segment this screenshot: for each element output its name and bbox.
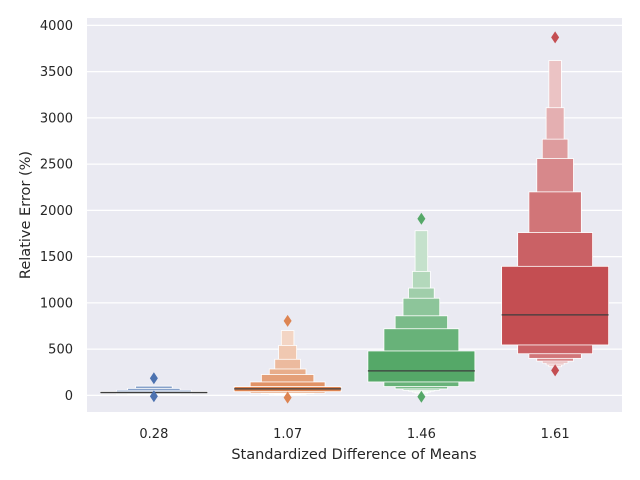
boxen-group [99, 372, 208, 403]
outlier-point [551, 31, 560, 44]
outlier-point [283, 391, 292, 404]
boxen-groups [99, 31, 610, 404]
y-tick-label: 3500 [40, 65, 73, 80]
y-tick-label: 2500 [40, 158, 73, 173]
grid-lines [87, 24, 622, 396]
x-tick-labels: 0.28 1.07 1.46 1.61 [139, 427, 569, 442]
x-tick-label: 1.46 [407, 427, 436, 442]
x-tick-label: 0.28 [139, 427, 168, 442]
outlier-point [417, 390, 426, 403]
outlier-point [417, 212, 426, 225]
y-tick-label: 0 [65, 389, 73, 404]
y-tick-label: 1500 [40, 250, 73, 265]
y-tick-label: 4000 [40, 19, 73, 34]
y-tick-label: 1000 [40, 296, 73, 311]
y-tick-label: 500 [48, 343, 73, 358]
y-tick-labels: 0 500 1000 1500 2000 2500 3000 3500 4000 [40, 19, 73, 404]
outlier-point [551, 364, 560, 377]
outlier-point [283, 314, 292, 327]
boxen-box [501, 265, 610, 346]
boxen-box [367, 350, 476, 383]
outlier-point [149, 372, 158, 385]
y-axis-label: Relative Error (%) [18, 151, 34, 279]
y-tick-label: 3000 [40, 111, 73, 126]
y-tick-label: 2000 [40, 204, 73, 219]
outlier-point [149, 390, 158, 403]
x-tick-label: 1.61 [541, 427, 570, 442]
boxen-group [501, 31, 610, 377]
x-tick-label: 1.07 [273, 427, 302, 442]
boxen-group [367, 212, 476, 403]
x-axis-label: Standardized Difference of Means [231, 447, 476, 463]
boxen-group [233, 314, 342, 404]
